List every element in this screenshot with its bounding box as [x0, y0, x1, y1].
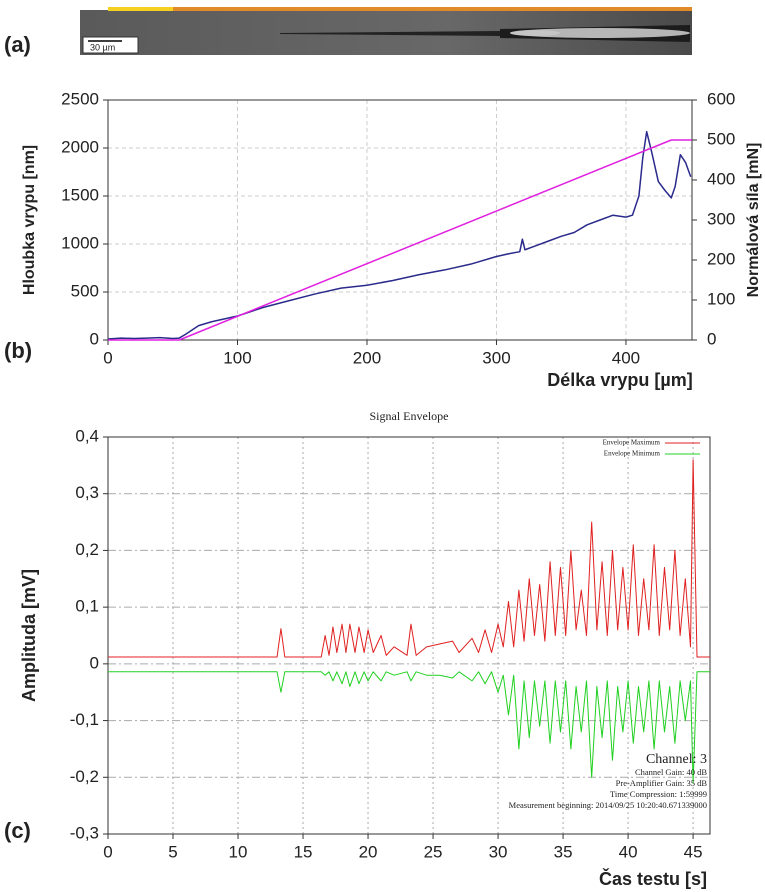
x-tick-label: 35: [554, 842, 573, 861]
x-tick-label: 45: [684, 842, 703, 861]
y-tick-label: 2500: [61, 89, 99, 108]
load-stage: [173, 7, 692, 11]
x-tick-label: 10: [229, 842, 248, 861]
scratch-damage: [510, 28, 690, 38]
x-tick-label: 25: [424, 842, 443, 861]
x-tick-label: 15: [294, 842, 313, 861]
y-tick-label: 0,1: [75, 597, 99, 616]
y-tick-label: 0: [90, 329, 99, 348]
scratch-track: [280, 31, 500, 36]
x-tick-label: 0: [103, 348, 112, 367]
scratch-damage: [510, 30, 560, 36]
y2-tick-label: 400: [707, 169, 735, 188]
annotation: Channel: 3: [646, 752, 707, 767]
y-tick-label: 2000: [61, 137, 99, 156]
x-tick-label: 300: [482, 348, 510, 367]
annotation: Pre-Amplifier Gain: 35 dB: [616, 778, 708, 788]
data-line: [107, 130, 692, 340]
y2-tick-label: 500: [707, 129, 735, 148]
y-tick-label: 500: [71, 281, 99, 300]
annotation: Channel Gain: 40 dB: [635, 767, 707, 777]
x-tick-label: 20: [359, 842, 378, 861]
y2-tick-label: 600: [707, 89, 735, 108]
legend-label: Envelope Minimum: [604, 450, 661, 458]
plot-frame: [107, 99, 693, 341]
data-line: [108, 671, 710, 784]
x-tick-label: 400: [612, 348, 640, 367]
y-tick-label: 1500: [61, 185, 99, 204]
x-tick-label: 30: [489, 842, 508, 861]
x-tick-label: 40: [619, 842, 638, 861]
y-tick-label: 1000: [61, 233, 99, 252]
y2-tick-label: 0: [707, 329, 716, 348]
data-line: [108, 139, 692, 341]
x-axis-label: Čas testu [s]: [599, 868, 707, 889]
y2-tick-label: 300: [707, 209, 735, 228]
legend-label: Envelope Maximum: [603, 439, 661, 447]
micrograph: 30 µm: [80, 7, 692, 55]
y-tick-label: -0,3: [70, 823, 99, 842]
plot-frame: [107, 436, 711, 835]
x-tick-label: 0: [103, 842, 112, 861]
y-axis-label: Amplituda [mV]: [19, 569, 39, 702]
y-tick-label: 0: [90, 653, 99, 672]
y2-axis-label: Normálová síla [mN]: [745, 143, 762, 298]
annotation: Time Compression: 1:59999: [610, 789, 707, 799]
annotation: Measurement beginning: 2014/09/25 10:20:…: [509, 800, 707, 810]
panel-label: (c): [4, 818, 31, 843]
y-axis-label: Hloubka vrypu [nm]: [21, 145, 38, 295]
scale-bar-label: 30 µm: [90, 42, 115, 52]
data-line: [108, 459, 710, 658]
y-tick-label: -0,1: [70, 710, 99, 729]
x-tick-label: 200: [353, 348, 381, 367]
panel-label: (a): [4, 32, 31, 57]
panel-label: (b): [4, 338, 32, 363]
y2-tick-label: 100: [707, 289, 735, 308]
y2-tick-label: 200: [707, 249, 735, 268]
y-tick-label: 0,3: [75, 483, 99, 502]
y-tick-label: -0,2: [70, 767, 99, 786]
x-tick-label: 100: [223, 348, 251, 367]
y-tick-label: 0,2: [75, 540, 99, 559]
x-tick-label: 5: [168, 842, 177, 861]
y-tick-label: 0,4: [75, 426, 99, 445]
load-stage: [108, 7, 173, 11]
chart-title: Signal Envelope: [370, 409, 449, 423]
x-axis-label: Délka vrypu [µm]: [547, 370, 692, 390]
